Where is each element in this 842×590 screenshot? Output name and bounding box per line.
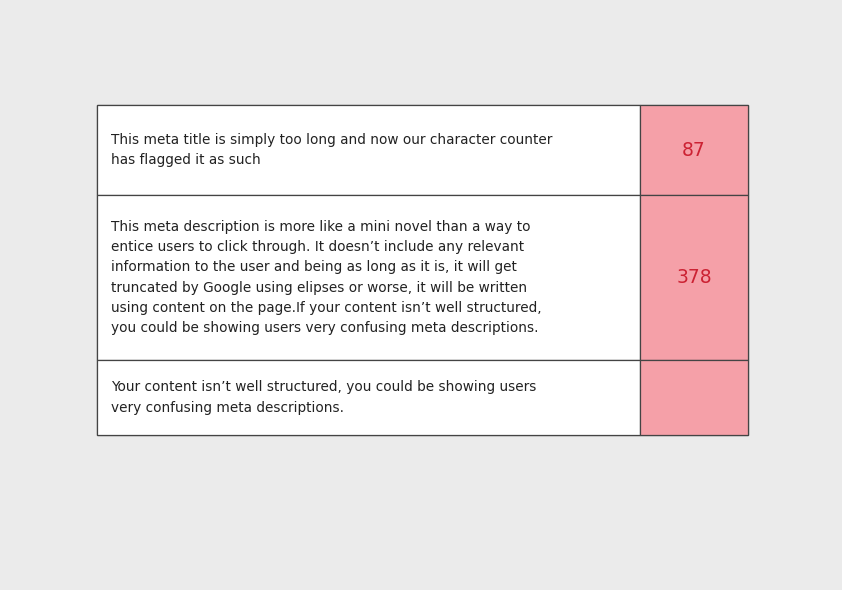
Bar: [640, 360, 748, 435]
Bar: [97, 360, 640, 435]
Text: This meta description is more like a mini novel than a way to
entice users to cl: This meta description is more like a min…: [111, 221, 541, 335]
Bar: [97, 105, 748, 435]
Bar: [640, 195, 748, 360]
Bar: [640, 105, 748, 195]
Text: Your content isn’t well structured, you could be showing users
very confusing me: Your content isn’t well structured, you …: [111, 381, 536, 415]
Bar: [97, 105, 640, 195]
Text: 87: 87: [682, 140, 706, 159]
Bar: [97, 195, 640, 360]
Text: This meta title is simply too long and now our character counter
has flagged it : This meta title is simply too long and n…: [111, 133, 552, 167]
Text: 378: 378: [676, 268, 711, 287]
